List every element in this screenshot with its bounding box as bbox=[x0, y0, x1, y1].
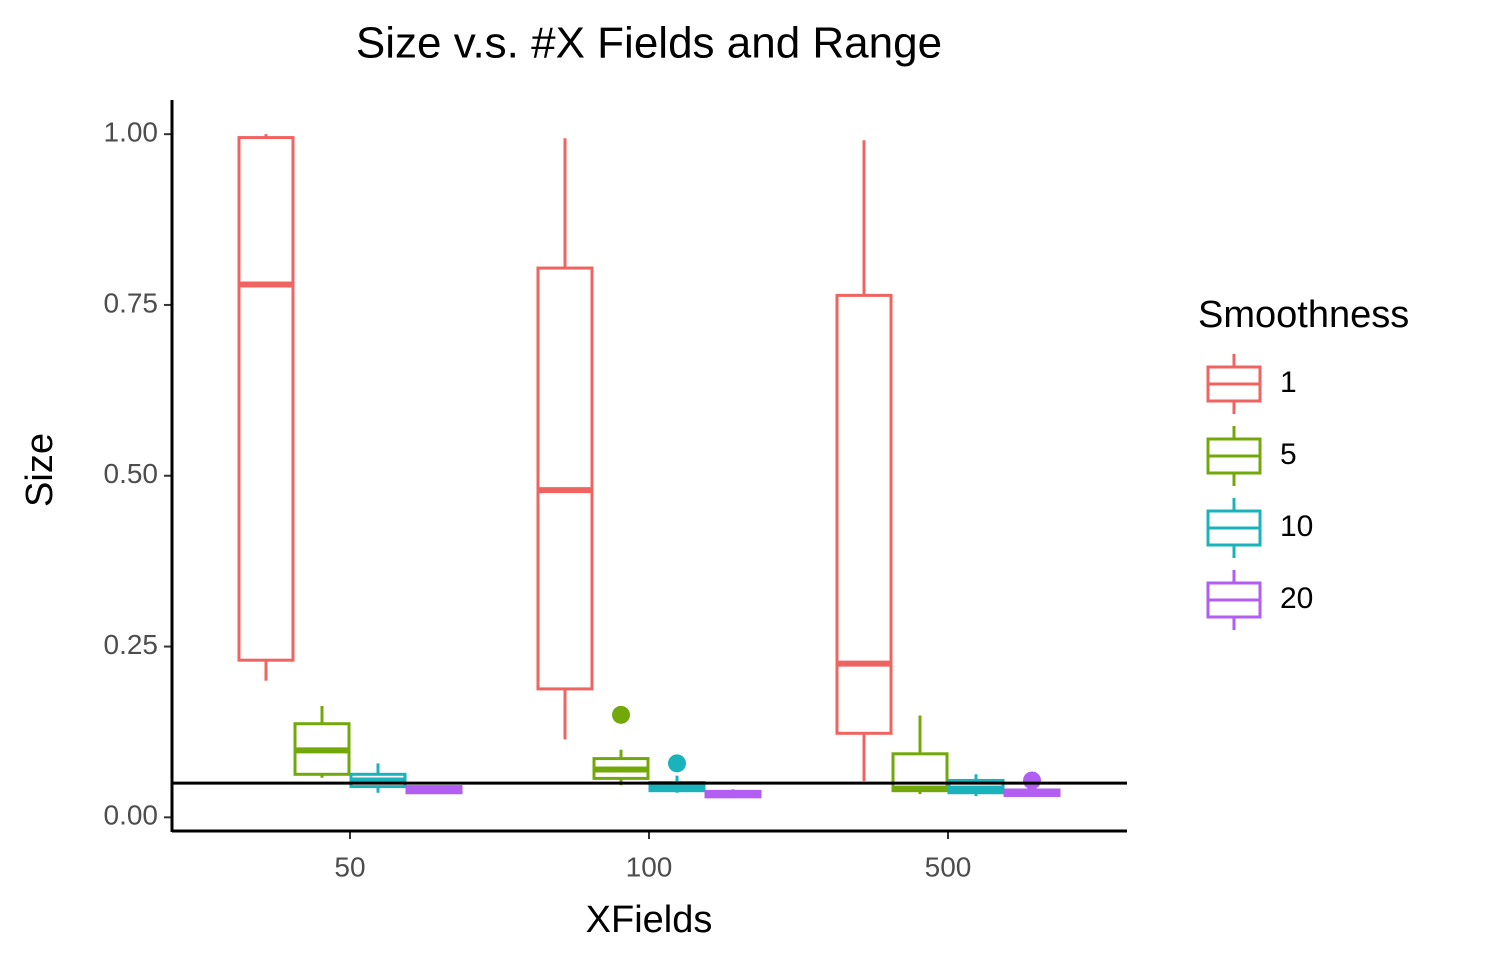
box bbox=[536, 266, 594, 691]
legend-label: 5 bbox=[1280, 438, 1297, 471]
x-axis-title: XFields bbox=[586, 899, 713, 941]
box bbox=[237, 136, 295, 662]
box bbox=[891, 752, 949, 793]
y-tick-label: 0.75 bbox=[104, 287, 159, 318]
x-tick-label: 50 bbox=[334, 851, 365, 882]
y-tick-label: 0.00 bbox=[104, 800, 159, 831]
chart-title: Size v.s. #X Fields and Range bbox=[356, 19, 942, 68]
outlier bbox=[612, 705, 630, 724]
y-axis-title: Size bbox=[19, 433, 61, 507]
x-tick-label: 500 bbox=[925, 851, 972, 882]
legend-title: Smoothness bbox=[1198, 294, 1409, 336]
box bbox=[835, 293, 893, 735]
y-tick-label: 0.50 bbox=[104, 458, 159, 489]
outlier bbox=[1023, 771, 1041, 790]
outlier bbox=[668, 754, 686, 773]
legend-label: 1 bbox=[1280, 366, 1297, 399]
x-tick-label: 100 bbox=[626, 851, 673, 882]
y-tick-label: 0.25 bbox=[104, 629, 159, 660]
legend-label: 10 bbox=[1280, 510, 1313, 543]
y-tick-label: 1.00 bbox=[104, 117, 159, 148]
legend-label: 20 bbox=[1280, 582, 1313, 615]
